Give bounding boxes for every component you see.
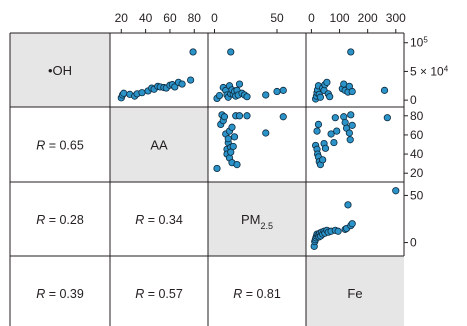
scatter-point [224, 135, 232, 143]
scatter-point [316, 93, 325, 101]
scatter-point [215, 91, 224, 100]
scatter-panel-1-3 [312, 111, 391, 169]
grid-lines [9, 32, 405, 326]
variable-label-oh: •OH [48, 63, 72, 78]
scatter-point [279, 86, 287, 94]
scatter-point [220, 113, 229, 121]
right-tick-label: 5 × 104 [410, 64, 449, 79]
scatter-panel-2-3 [310, 187, 400, 250]
scatter-point [330, 138, 338, 147]
diagonal-cell-pm [208, 182, 306, 256]
correlation-label: R = 0.57 [135, 287, 183, 301]
correlation-label: R = 0.34 [135, 213, 183, 227]
top-tick-label: 50 [270, 11, 284, 25]
scatter-point [227, 48, 235, 56]
scatter-point [383, 114, 391, 122]
scatter-point [326, 93, 334, 101]
scatter-point [243, 93, 251, 101]
correlation-label: R = 0.65 [36, 139, 84, 153]
top-tick-label: 0 [308, 11, 315, 25]
scatter-point [189, 48, 197, 56]
scatter-point [334, 227, 342, 235]
scatter-point [233, 161, 241, 169]
scatter-point [347, 48, 355, 56]
scatter-point [279, 113, 287, 121]
diagonal-cell-oh [10, 33, 110, 107]
top-tick-label: 80 [188, 11, 202, 25]
diagonal-cell-fe [306, 256, 404, 326]
scatter-point [331, 114, 339, 122]
scatter-point [392, 187, 400, 195]
scatter-point [262, 129, 270, 137]
right-tick-label: 60 [410, 128, 424, 142]
correlation-label: R = 0.28 [36, 213, 84, 227]
scatter-panel-0-3 [312, 48, 389, 103]
variable-label-fe: Fe [347, 286, 362, 301]
scatter-point [120, 89, 128, 97]
top-tick-label: 100 [330, 11, 350, 25]
top-tick-label: 200 [358, 11, 378, 25]
right-tick-label: 105 [410, 35, 428, 50]
scatter-point [348, 87, 356, 96]
scatter-point [321, 144, 330, 152]
variable-label-aa: AA [150, 138, 168, 153]
scatter-panel-0-2 [213, 48, 287, 103]
scatter-point [348, 121, 356, 129]
scatter-point [213, 164, 221, 173]
scatter-point [341, 118, 349, 127]
scatter-point [347, 111, 355, 119]
scatter-panel-1-2 [213, 111, 287, 173]
scatter-point [178, 80, 186, 88]
correlation-label: R = 0.39 [36, 287, 84, 301]
scatter-point [348, 220, 356, 228]
scatter-point [235, 112, 244, 120]
scatter-point [138, 89, 146, 97]
right-tick-label: 40 [410, 147, 424, 161]
scatter-point [230, 133, 239, 141]
scatter-point [323, 78, 331, 86]
scatter-point [187, 76, 195, 84]
scatter-point [314, 120, 323, 129]
scatter-point [262, 91, 270, 99]
scatter-point [319, 156, 327, 164]
scatter-point [313, 127, 321, 135]
scatter-panel-0-1 [117, 48, 197, 102]
scatter-point [333, 127, 341, 135]
scatter-point [327, 130, 335, 138]
scatter-point [345, 129, 353, 137]
diagonal-cell-aa [110, 107, 208, 182]
scatter-point [273, 87, 281, 96]
scatter-point [243, 112, 251, 120]
right-tick-label: 80 [410, 109, 424, 123]
scatter-point [171, 83, 179, 91]
top-tick-label: 60 [163, 11, 177, 25]
right-tick-label: 20 [410, 166, 424, 180]
scatter-point [344, 201, 352, 209]
scatter-point [235, 80, 244, 88]
top-tick-label: 40 [139, 11, 153, 25]
scatter-point [346, 136, 354, 144]
scatter-point [380, 86, 389, 94]
right-tick-label: 0 [410, 236, 417, 250]
top-tick-label: 0 [211, 11, 218, 25]
right-tick-label: 50 [410, 188, 424, 202]
scatter-point [228, 123, 236, 131]
scatter-point [340, 113, 348, 121]
right-tick-label: 0 [410, 93, 417, 107]
top-tick-label: 20 [115, 11, 129, 25]
top-tick-label: 300 [386, 11, 406, 25]
correlation-label: R = 0.81 [233, 287, 281, 301]
scatter-point [229, 142, 237, 151]
